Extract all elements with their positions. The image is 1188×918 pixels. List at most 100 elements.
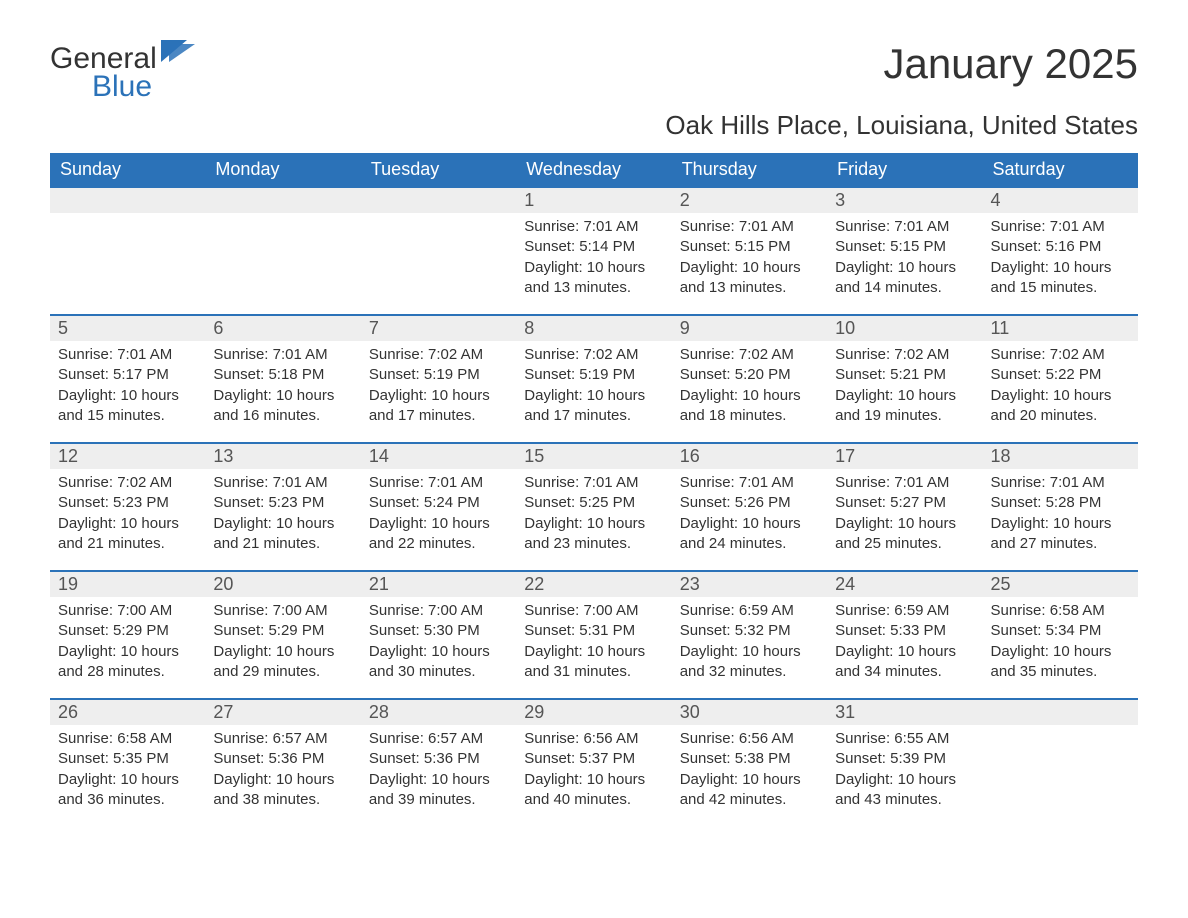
day-line: and 13 minutes. [680, 278, 819, 298]
day-line: Sunrise: 7:00 AM [369, 601, 508, 621]
day-line: and 21 minutes. [213, 534, 352, 554]
calendar-week: 1Sunrise: 7:01 AMSunset: 5:14 PMDaylight… [50, 187, 1138, 315]
calendar-cell: 10Sunrise: 7:02 AMSunset: 5:21 PMDayligh… [827, 315, 982, 443]
calendar-cell: 16Sunrise: 7:01 AMSunset: 5:26 PMDayligh… [672, 443, 827, 571]
day-line: Daylight: 10 hours [991, 514, 1130, 534]
day-line: Sunrise: 7:02 AM [991, 345, 1130, 365]
day-number: 3 [827, 188, 982, 213]
day-body: Sunrise: 7:01 AMSunset: 5:14 PMDaylight:… [516, 213, 671, 306]
calendar-cell: 29Sunrise: 6:56 AMSunset: 5:37 PMDayligh… [516, 699, 671, 827]
day-line: and 31 minutes. [524, 662, 663, 682]
day-line: Sunrise: 7:02 AM [58, 473, 197, 493]
day-line: Sunset: 5:36 PM [213, 749, 352, 769]
day-body: Sunrise: 7:01 AMSunset: 5:25 PMDaylight:… [516, 469, 671, 562]
day-line: Sunrise: 6:57 AM [213, 729, 352, 749]
day-line: Sunset: 5:38 PM [680, 749, 819, 769]
day-line: Daylight: 10 hours [835, 258, 974, 278]
day-line: and 19 minutes. [835, 406, 974, 426]
calendar-cell: 14Sunrise: 7:01 AMSunset: 5:24 PMDayligh… [361, 443, 516, 571]
day-line: Daylight: 10 hours [369, 642, 508, 662]
day-line: Sunset: 5:34 PM [991, 621, 1130, 641]
calendar-cell: 13Sunrise: 7:01 AMSunset: 5:23 PMDayligh… [205, 443, 360, 571]
calendar-cell: 7Sunrise: 7:02 AMSunset: 5:19 PMDaylight… [361, 315, 516, 443]
day-line: and 16 minutes. [213, 406, 352, 426]
day-body: Sunrise: 6:57 AMSunset: 5:36 PMDaylight:… [205, 725, 360, 818]
day-number: 21 [361, 572, 516, 597]
calendar-cell: 1Sunrise: 7:01 AMSunset: 5:14 PMDaylight… [516, 187, 671, 315]
calendar-cell: 15Sunrise: 7:01 AMSunset: 5:25 PMDayligh… [516, 443, 671, 571]
day-body: Sunrise: 7:01 AMSunset: 5:26 PMDaylight:… [672, 469, 827, 562]
day-line: and 32 minutes. [680, 662, 819, 682]
day-body: Sunrise: 7:01 AMSunset: 5:15 PMDaylight:… [672, 213, 827, 306]
day-number: 29 [516, 700, 671, 725]
calendar-cell: 2Sunrise: 7:01 AMSunset: 5:15 PMDaylight… [672, 187, 827, 315]
day-line: Daylight: 10 hours [991, 642, 1130, 662]
day-line: Sunrise: 7:02 AM [835, 345, 974, 365]
day-line: Daylight: 10 hours [524, 770, 663, 790]
day-body: Sunrise: 6:58 AMSunset: 5:35 PMDaylight:… [50, 725, 205, 818]
day-number: 24 [827, 572, 982, 597]
day-number-empty [983, 700, 1138, 725]
day-body: Sunrise: 7:00 AMSunset: 5:29 PMDaylight:… [205, 597, 360, 690]
day-line: Daylight: 10 hours [835, 642, 974, 662]
calendar-table: SundayMondayTuesdayWednesdayThursdayFrid… [50, 153, 1138, 827]
day-line: Daylight: 10 hours [835, 514, 974, 534]
calendar-cell [50, 187, 205, 315]
day-line: and 42 minutes. [680, 790, 819, 810]
day-line: and 43 minutes. [835, 790, 974, 810]
day-number-empty [361, 188, 516, 213]
day-line: Sunset: 5:21 PM [835, 365, 974, 385]
calendar-week: 19Sunrise: 7:00 AMSunset: 5:29 PMDayligh… [50, 571, 1138, 699]
header-row-days: SundayMondayTuesdayWednesdayThursdayFrid… [50, 153, 1138, 187]
day-line: Sunset: 5:25 PM [524, 493, 663, 513]
day-line: Daylight: 10 hours [369, 386, 508, 406]
calendar-cell: 8Sunrise: 7:02 AMSunset: 5:19 PMDaylight… [516, 315, 671, 443]
day-header: Wednesday [516, 153, 671, 187]
day-number: 7 [361, 316, 516, 341]
day-line: Daylight: 10 hours [835, 386, 974, 406]
month-title: January 2025 [883, 40, 1138, 88]
calendar-cell: 4Sunrise: 7:01 AMSunset: 5:16 PMDaylight… [983, 187, 1138, 315]
day-number: 14 [361, 444, 516, 469]
calendar-page: General Blue January 2025 Oak Hills Plac… [0, 0, 1188, 857]
day-line: Sunrise: 7:01 AM [835, 217, 974, 237]
location-title: Oak Hills Place, Louisiana, United State… [50, 110, 1138, 141]
day-line: Sunrise: 7:02 AM [524, 345, 663, 365]
day-number: 17 [827, 444, 982, 469]
day-header: Monday [205, 153, 360, 187]
calendar-cell: 9Sunrise: 7:02 AMSunset: 5:20 PMDaylight… [672, 315, 827, 443]
day-body: Sunrise: 7:02 AMSunset: 5:19 PMDaylight:… [516, 341, 671, 434]
day-line: Sunset: 5:28 PM [991, 493, 1130, 513]
day-line: Sunset: 5:30 PM [369, 621, 508, 641]
day-body: Sunrise: 7:01 AMSunset: 5:28 PMDaylight:… [983, 469, 1138, 562]
day-line: Daylight: 10 hours [524, 386, 663, 406]
day-line: Daylight: 10 hours [524, 514, 663, 534]
day-line: Sunrise: 6:56 AM [680, 729, 819, 749]
day-line: Daylight: 10 hours [680, 258, 819, 278]
logo-flag-icon [161, 40, 195, 62]
day-line: and 35 minutes. [991, 662, 1130, 682]
day-line: Sunset: 5:23 PM [213, 493, 352, 513]
calendar-week: 5Sunrise: 7:01 AMSunset: 5:17 PMDaylight… [50, 315, 1138, 443]
day-line: Daylight: 10 hours [680, 514, 819, 534]
day-line: Sunrise: 7:01 AM [213, 473, 352, 493]
day-line: and 40 minutes. [524, 790, 663, 810]
day-line: Sunrise: 7:01 AM [213, 345, 352, 365]
day-line: Sunset: 5:39 PM [835, 749, 974, 769]
day-line: Sunrise: 7:02 AM [369, 345, 508, 365]
day-number: 20 [205, 572, 360, 597]
day-line: Sunset: 5:23 PM [58, 493, 197, 513]
day-number: 27 [205, 700, 360, 725]
day-line: and 36 minutes. [58, 790, 197, 810]
day-line: Sunset: 5:16 PM [991, 237, 1130, 257]
day-number: 19 [50, 572, 205, 597]
day-line: and 21 minutes. [58, 534, 197, 554]
day-body: Sunrise: 6:55 AMSunset: 5:39 PMDaylight:… [827, 725, 982, 818]
day-number: 28 [361, 700, 516, 725]
day-body: Sunrise: 7:00 AMSunset: 5:31 PMDaylight:… [516, 597, 671, 690]
day-line: and 18 minutes. [680, 406, 819, 426]
day-line: Sunset: 5:19 PM [524, 365, 663, 385]
calendar-cell: 27Sunrise: 6:57 AMSunset: 5:36 PMDayligh… [205, 699, 360, 827]
day-number: 12 [50, 444, 205, 469]
day-body: Sunrise: 7:01 AMSunset: 5:16 PMDaylight:… [983, 213, 1138, 306]
